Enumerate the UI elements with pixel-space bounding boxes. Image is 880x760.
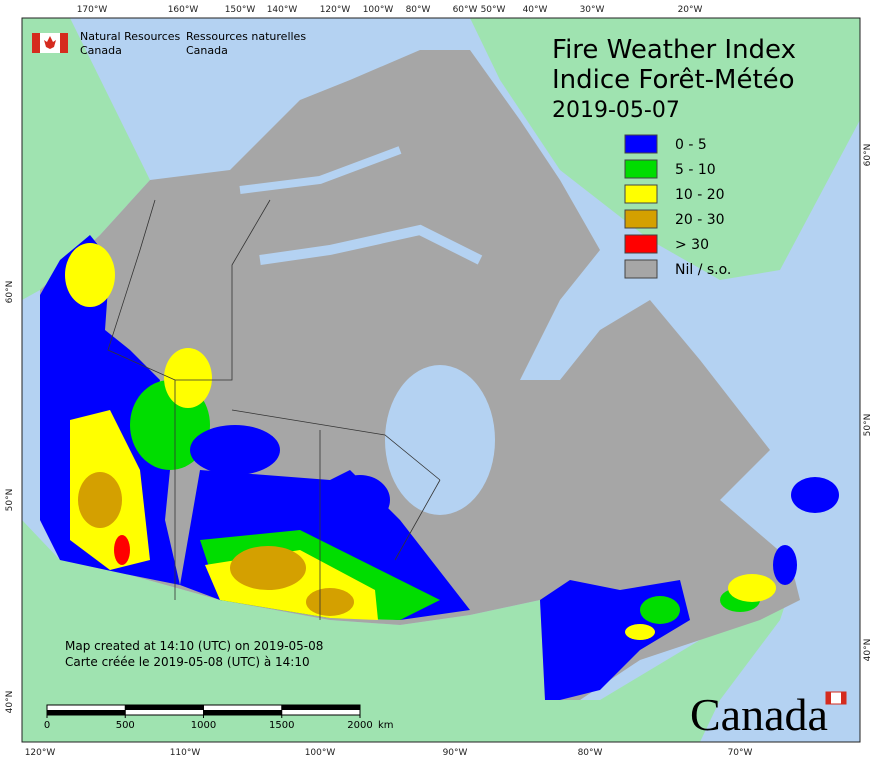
scale-label: 1000	[191, 720, 216, 731]
longitude-label: 140°W	[267, 5, 298, 15]
scale-label: 0	[44, 720, 50, 731]
longitude-label: 160°W	[168, 5, 199, 15]
legend-label: 10 - 20	[675, 187, 725, 203]
scale-label: 1500	[269, 720, 294, 731]
longitude-label: 120°W	[320, 5, 351, 15]
fwi-zone	[78, 472, 122, 528]
fwi-zone	[164, 348, 212, 408]
fwi-zone	[230, 546, 306, 590]
alaska	[22, 18, 150, 300]
longitude-label: 100°W	[363, 5, 394, 15]
longitude-label: 110°W	[170, 748, 201, 758]
longitude-label: 30°W	[580, 5, 605, 15]
longitude-label: 20°W	[678, 5, 703, 15]
fwi-zone	[65, 243, 115, 307]
title-fr: Indice Forêt-Météo	[552, 65, 795, 95]
legend-swatch	[624, 134, 658, 154]
legend-swatch	[624, 159, 658, 179]
org-fr: Ressources naturelles	[186, 30, 306, 43]
date: 2019-05-07	[552, 98, 680, 123]
borders	[107, 199, 441, 620]
longitude-label: 120°W	[25, 748, 56, 758]
legend-label: Nil / s.o.	[675, 262, 731, 278]
longitude-label: 150°W	[225, 5, 256, 15]
scale-label: 500	[116, 720, 135, 731]
maple-leaf	[44, 36, 56, 49]
latitude-label: 50°N	[5, 489, 15, 512]
longitude-label: 80°W	[406, 5, 431, 15]
scale-label: 2000	[347, 720, 372, 731]
greenland	[470, 18, 860, 280]
fwi-zone	[773, 545, 797, 585]
latitude-label: 40°N	[5, 691, 15, 714]
fwi-zone	[640, 596, 680, 624]
credit: Map created at 14:10 (UTC) on 2019-05-08	[65, 639, 323, 653]
arctic-channel	[259, 224, 483, 265]
legend-label: > 30	[675, 237, 709, 253]
longitude-label: 170°W	[77, 5, 108, 15]
legend-label: 0 - 5	[675, 137, 707, 153]
longitude-label: 100°W	[305, 748, 336, 758]
title: Fire Weather Index	[552, 35, 796, 65]
legend-label: 5 - 10	[675, 162, 716, 178]
flag-bar	[60, 33, 68, 53]
latitude-label: 60°N	[5, 281, 15, 304]
fwi-zone	[114, 535, 130, 565]
latitude-label: 50°N	[863, 414, 873, 437]
wordmark-flag	[826, 692, 831, 704]
fwi-zone	[190, 425, 280, 475]
legend-swatch	[624, 184, 658, 204]
scale-unit: km	[378, 720, 394, 731]
legend-swatch	[624, 259, 658, 279]
scale-segment	[47, 710, 126, 715]
longitude-label: 50°W	[481, 5, 506, 15]
border	[231, 409, 441, 481]
scale-segment	[125, 705, 204, 710]
longitude-label: 90°W	[443, 748, 468, 758]
longitude-label: 40°W	[523, 5, 548, 15]
wordmark-flag	[841, 692, 846, 704]
country-fr: Canada	[186, 44, 228, 57]
longitude-label: 60°W	[453, 5, 478, 15]
frame	[21, 17, 861, 743]
longitude-label: 80°W	[578, 748, 603, 758]
legend-swatch	[624, 209, 658, 229]
legend-swatch	[624, 234, 658, 254]
fwi-zone	[625, 624, 655, 640]
org-en: Natural Resources	[80, 30, 181, 43]
wordmark: Canada	[690, 689, 828, 740]
border	[394, 479, 441, 561]
scale-segment	[203, 710, 282, 715]
latitude-label: 60°N	[863, 144, 873, 167]
scale-segment	[281, 705, 360, 710]
country-en: Canada	[80, 44, 122, 57]
fwi-zone	[791, 477, 839, 513]
latitude-label: 40°N	[863, 639, 873, 662]
hudson-bay	[385, 365, 495, 515]
fwi-zone	[330, 475, 390, 525]
credit: Carte créée le 2019-05-08 (UTC) à 14:10	[65, 655, 310, 669]
fwi-zone	[728, 574, 776, 602]
legend-label: 20 - 30	[675, 212, 725, 228]
flag-bar	[32, 33, 40, 53]
arctic-channel	[239, 146, 402, 194]
fwi-zone	[306, 588, 354, 616]
usa	[22, 520, 790, 742]
longitude-label: 70°W	[728, 748, 753, 758]
